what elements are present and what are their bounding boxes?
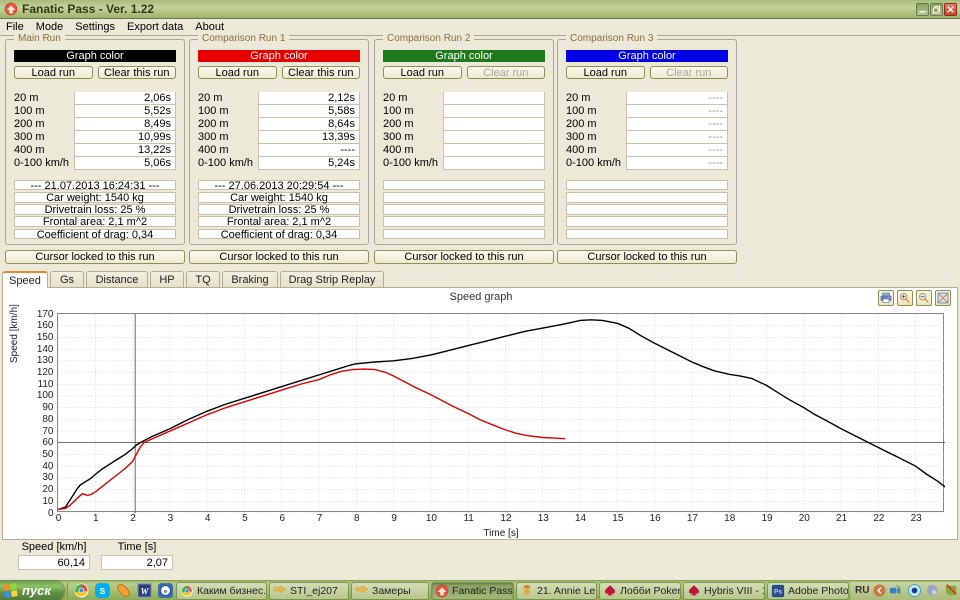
svg-text:Ps: Ps	[774, 588, 782, 595]
svg-text:W: W	[140, 586, 149, 596]
svg-text:e: e	[164, 589, 168, 596]
svg-text:S: S	[100, 586, 106, 596]
